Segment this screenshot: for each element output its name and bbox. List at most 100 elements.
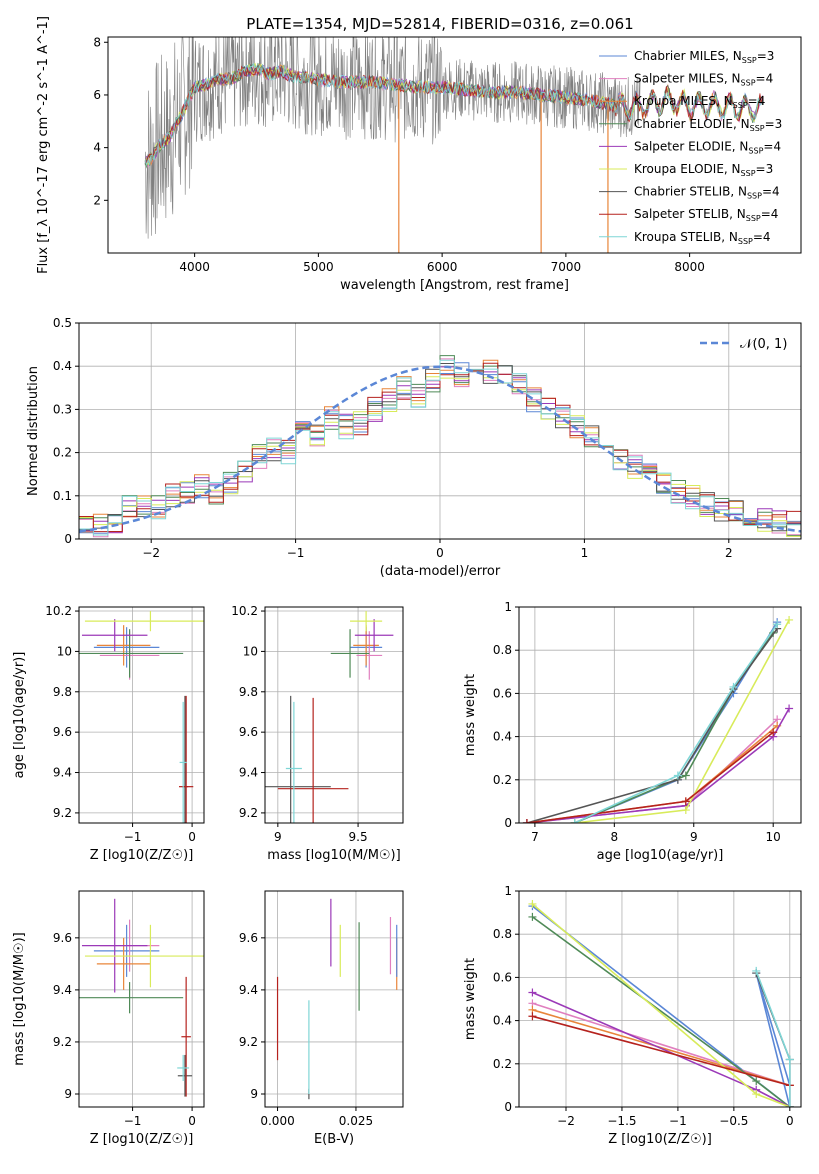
axes-frame — [78, 322, 802, 540]
y-tick-label: 10 — [243, 644, 258, 658]
y-axis-label: mass weight — [463, 958, 478, 1040]
weight-marker — [752, 966, 761, 975]
age_vs_mass-panel: 9 9.5 9.2 9.4 9.6 9.8 10 10.2 mass [log10(M/M☉)] — [231, 604, 404, 863]
axes-frame — [518, 890, 802, 1108]
y-tick-label: 9.4 — [53, 983, 72, 997]
y-tick-label: 9.4 — [53, 766, 72, 780]
x-axis-label: E(B-V) — [314, 1132, 354, 1147]
x-tick-label: 10 — [766, 830, 781, 844]
residual-histogram — [79, 362, 801, 533]
weight-marker — [785, 704, 794, 713]
x-axis-label: Z [log10(Z/Z☉)] — [90, 848, 194, 863]
y-tick-label: 0.4 — [493, 1014, 512, 1028]
legend-entry: Chabrier ELODIE, NSSP=3 — [634, 117, 782, 133]
x-tick-label: 9 — [274, 830, 282, 844]
weight-line — [531, 905, 791, 1107]
legend-count: =4 — [762, 185, 780, 199]
mass_vs_EBV-plot-area — [265, 891, 403, 1107]
y-tick-label: 0.3 — [53, 402, 72, 416]
figure-title: PLATE=1354, MJD=52814, FIBERID=0316, z=0… — [246, 15, 633, 33]
legend-entry: Kroupa STELIB, NSSP=4 — [634, 230, 771, 246]
axes-frame — [264, 890, 404, 1108]
weight-marker — [752, 1090, 761, 1099]
weight-marker — [570, 819, 579, 823]
x-tick-label: −1 — [124, 1114, 142, 1128]
legend-entry: 𝒩(0, 1) — [740, 337, 787, 352]
y-tick-label: 2 — [93, 193, 101, 207]
residuals-plot-area — [79, 323, 801, 539]
x-tick-label: −1.5 — [607, 1114, 636, 1128]
y-axis-label: Flux [f_λ 10^-17 erg cm^-2 s^-1 A^-1] — [36, 16, 51, 274]
legend-subscript: SSP — [748, 146, 763, 155]
x-tick-label: 5000 — [303, 260, 334, 274]
x-tick-label: 7000 — [551, 260, 582, 274]
x-tick-label: −1 — [287, 546, 305, 560]
weight-marker — [528, 988, 537, 997]
legend-count: =3 — [756, 162, 774, 176]
y-tick-label: 0.4 — [53, 359, 72, 373]
y-axis-label: Normed distribution — [26, 366, 41, 496]
x-tick-label: 2 — [725, 546, 733, 560]
weight-line — [574, 632, 774, 823]
legend-entry: Salpeter MILES, NSSP=4 — [634, 72, 773, 88]
model-spectrum-line — [144, 62, 764, 167]
weight-marker — [528, 1012, 537, 1021]
legend-count: =4 — [748, 94, 766, 108]
weight_vs_Z-panel: −2 −1.5 −1 −0.5 0 0 0.2 0.4 0.6 0.8 1 Z [log10(Z/Z☉… — [463, 884, 802, 1147]
axes-frame — [518, 606, 802, 824]
legend-count: =3 — [765, 117, 783, 131]
weight_vs_Z-plot-area — [519, 891, 801, 1107]
weight_vs_age-plot-area — [519, 607, 801, 823]
y-tick-label: 9.4 — [239, 766, 258, 780]
legend-count: =4 — [756, 72, 774, 86]
weight-line — [526, 708, 790, 823]
x-tick-label: 7 — [531, 830, 539, 844]
weight-line — [532, 1015, 791, 1087]
y-tick-label: 10 — [57, 644, 72, 658]
y-axis-label: age [log10(age/yr)] — [12, 652, 27, 779]
y-tick-label: 0.8 — [493, 927, 512, 941]
x-axis-label: Z [log10(Z/Z☉)] — [608, 1132, 712, 1147]
y-tick-label: 0 — [504, 816, 512, 830]
x-tick-label: 0.025 — [339, 1114, 373, 1128]
y-tick-label: 9.6 — [239, 931, 258, 945]
x-tick-label: −2 — [557, 1114, 575, 1128]
legend-entry: Kroupa MILES, NSSP=4 — [634, 94, 765, 110]
legend-subscript: SSP — [733, 101, 748, 110]
gaussian-curve — [79, 365, 801, 533]
legend-entry: Kroupa ELODIE, NSSP=3 — [634, 162, 773, 178]
y-tick-label: 10.2 — [231, 604, 258, 618]
legend-count: =4 — [761, 207, 779, 221]
weight-line — [526, 718, 778, 823]
legend-subscript: SSP — [738, 237, 753, 246]
x-tick-label: 8 — [611, 830, 619, 844]
residual-histogram — [79, 359, 801, 536]
weight-marker — [681, 806, 690, 815]
weight-line — [574, 621, 778, 823]
legend-subscript: SSP — [746, 214, 761, 223]
y-tick-label: 9.6 — [239, 725, 258, 739]
y-tick-label: 9 — [64, 1087, 72, 1101]
legend: Chabrier MILES, NSSP=3 Salpeter MILES, NS… — [599, 49, 782, 246]
x-axis-label: mass [log10(M/M☉)] — [267, 848, 400, 863]
x-tick-label: 0.000 — [260, 1114, 294, 1128]
weight-marker — [752, 1077, 761, 1086]
spectrum-plot-area — [144, 37, 764, 253]
legend-count: =3 — [757, 49, 775, 63]
y-tick-label: 0.5 — [53, 316, 72, 330]
y-tick-label: 4 — [93, 141, 101, 155]
weight-marker — [785, 1103, 794, 1107]
weight-marker — [729, 682, 738, 691]
legend-count: =4 — [753, 230, 771, 244]
y-tick-label: 0.8 — [493, 643, 512, 657]
weight_vs_age-panel: 7 8 9 10 0 0.2 0.4 0.6 0.8 1 age [log10(age/yr)] ma… — [463, 600, 802, 863]
y-tick-label: 9.2 — [239, 1035, 258, 1049]
weight-marker — [681, 771, 690, 780]
age_vs_Z-panel: −1 0 9.2 9.4 9.6 9.8 10 10.2 Z [log10(Z/Z☉)] age … — [12, 604, 205, 863]
y-tick-label: 6 — [93, 88, 101, 102]
x-tick-label: 9.5 — [349, 830, 368, 844]
legend-subscript: SSP — [741, 79, 756, 88]
x-tick-label: 0 — [188, 1114, 196, 1128]
y-tick-label: 0.6 — [493, 686, 512, 700]
x-tick-label: 4000 — [179, 260, 210, 274]
